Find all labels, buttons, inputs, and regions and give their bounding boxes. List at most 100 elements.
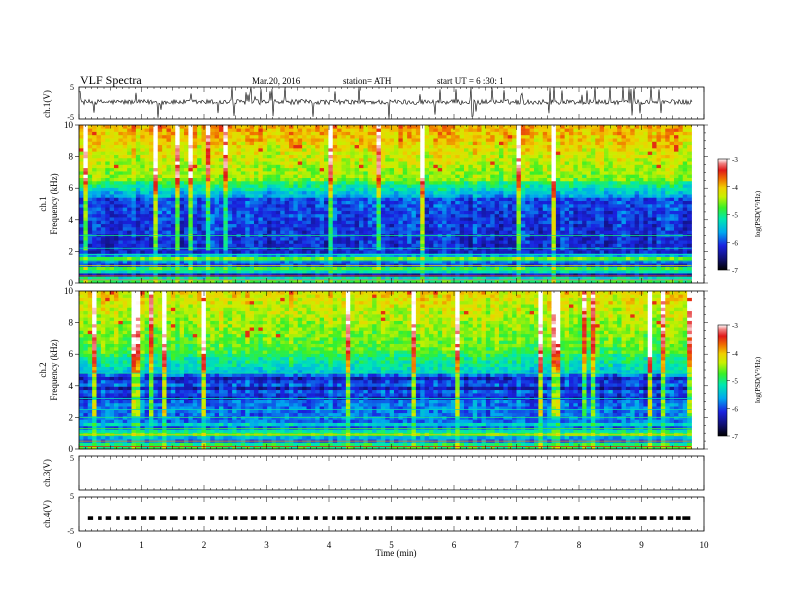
spectrogram-cell: [83, 243, 89, 248]
spectrogram-cell: [367, 240, 373, 244]
spectrogram-cell: [538, 279, 544, 284]
spectrogram-cell: [608, 190, 614, 195]
spectrogram-cell: [153, 236, 159, 241]
spectrogram-cell: [687, 243, 692, 248]
spectrogram-cell: [249, 236, 255, 241]
spectrogram-cell: [293, 171, 299, 175]
spectrogram-cell: [354, 263, 360, 267]
spectrogram-cell: [315, 187, 321, 192]
spectrogram-cell: [564, 207, 570, 211]
spectrogram-cell: [411, 240, 417, 244]
spectrogram-cell: [144, 180, 150, 185]
spectrogram-cell: [184, 184, 189, 188]
spectrogram-cell: [639, 273, 644, 277]
spectrogram-cell: [175, 190, 181, 195]
spectrogram-cell: [385, 259, 391, 264]
spectrogram-cell: [525, 227, 531, 231]
spectrogram-cell: [227, 204, 233, 208]
spectrogram-cell: [455, 194, 461, 198]
spectrogram-cell: [328, 204, 334, 208]
spectrogram-cell: [604, 263, 609, 267]
spectrogram-cell: [135, 180, 141, 185]
spectrogram-cell: [490, 269, 496, 274]
spectrogram-cell: [135, 210, 141, 215]
spectrogram-cell: [188, 266, 194, 271]
spectrogram-cell: [258, 174, 264, 178]
spectrogram-cell: [490, 207, 496, 211]
spectrogram-cell: [481, 180, 487, 185]
spectrogram-cell: [153, 276, 159, 281]
spectrogram-cell: [433, 243, 439, 248]
spectrogram-cell: [223, 180, 229, 185]
spectrogram-cell: [415, 236, 421, 241]
spectrogram-cell: [328, 174, 334, 178]
spectrogram-cell: [490, 171, 496, 175]
spectrogram-cell: [477, 263, 482, 267]
spectrogram-cell: [682, 200, 688, 205]
spectrogram-cell: [118, 171, 124, 175]
spectrogram-cell: [184, 187, 189, 192]
spectrogram-cell: [280, 269, 286, 274]
spectrogram-cell: [201, 220, 207, 225]
spectrogram-cell: [608, 171, 614, 175]
spectrogram-cell: [520, 276, 526, 281]
spectrogram-cell: [328, 217, 334, 221]
spectrogram-cell: [617, 227, 622, 231]
spectrogram-cell: [96, 210, 102, 215]
spectrogram-cell: [79, 210, 84, 215]
spectrogram-cell: [162, 204, 167, 208]
spectrogram-cell: [424, 266, 430, 271]
spectrogram-cell: [114, 207, 119, 211]
spectrogram-cell: [232, 217, 237, 221]
spectrogram-cell: [332, 253, 338, 257]
spectrogram-cell: [284, 217, 290, 221]
spectrogram-cell: [551, 266, 557, 271]
spectrogram-cell: [297, 230, 303, 234]
spectrogram-cell: [639, 230, 644, 234]
spectrogram-cell: [271, 190, 277, 195]
spectrogram-cell: [643, 190, 649, 195]
spectrogram-cell: [254, 213, 259, 218]
spectrogram-cell: [520, 223, 526, 228]
spectrogram-cell: [494, 243, 500, 248]
spectrogram-cell: [534, 253, 539, 257]
spectrogram-cell: [656, 180, 662, 185]
spectrogram-cell: [429, 171, 434, 175]
spectrogram-cell: [472, 253, 478, 257]
spectrogram-cell: [617, 269, 622, 274]
spectrogram-cell: [192, 243, 198, 248]
spectrogram-cell: [634, 171, 640, 175]
spectrogram-cell: [573, 180, 579, 185]
spectrogram-cell: [542, 263, 548, 267]
spectrogram-cell: [411, 180, 417, 185]
spectrogram-cell: [350, 230, 356, 234]
spectrogram-cell: [442, 223, 447, 228]
spectrogram-cell: [529, 200, 535, 205]
spectrogram-cell: [621, 204, 627, 208]
spectrogram-cell: [232, 227, 237, 231]
spectrogram-cell: [639, 184, 644, 188]
spectrogram-cell: [639, 243, 644, 248]
spectrogram-cell: [468, 213, 474, 218]
spectrogram-cell: [114, 266, 119, 271]
spectrogram-cell: [367, 227, 373, 231]
spectrogram-cell: [385, 190, 391, 195]
spectrogram-cell: [612, 200, 618, 205]
spectrogram-cell: [324, 240, 329, 244]
ch1-ylabel: ch.1(V): [42, 90, 52, 118]
spectrogram-cell: [162, 227, 167, 231]
spectrogram-cell: [205, 180, 211, 185]
spectrogram-cell: [271, 273, 277, 277]
spectrogram-cell: [551, 230, 557, 234]
spectrogram-cell: [555, 220, 561, 225]
spectrogram-cell: [179, 174, 185, 178]
spectrogram-cell: [442, 217, 447, 221]
spectrogram-cell: [127, 236, 132, 241]
spectrogram-cell: [153, 250, 159, 254]
spectrogram-cell: [289, 197, 294, 202]
spectrogram-cell: [534, 220, 539, 225]
spectrogram-cell: [345, 174, 351, 178]
spectrogram-cell: [179, 213, 185, 218]
spectrogram-cell: [87, 276, 93, 281]
spectrogram-cell: [240, 194, 246, 198]
